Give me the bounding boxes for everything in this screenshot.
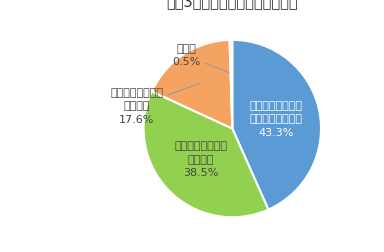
Wedge shape xyxy=(144,91,268,217)
Text: 製品・サービスの
認知向上
38.5%: 製品・サービスの 認知向上 38.5% xyxy=(174,141,227,178)
Title: 図表3．動画広告に期待する効果: 図表3．動画広告に期待する効果 xyxy=(167,0,298,10)
Text: 製品・サービスの
購買促進
17.6%: 製品・サービスの 購買促進 17.6% xyxy=(110,84,199,124)
Wedge shape xyxy=(230,40,232,129)
Text: 製品・サービスの
ブランド価値向上
43.3%: 製品・サービスの ブランド価値向上 43.3% xyxy=(249,101,302,138)
Wedge shape xyxy=(152,40,232,129)
Wedge shape xyxy=(232,40,321,210)
Text: その他
0.5%: その他 0.5% xyxy=(172,44,229,73)
